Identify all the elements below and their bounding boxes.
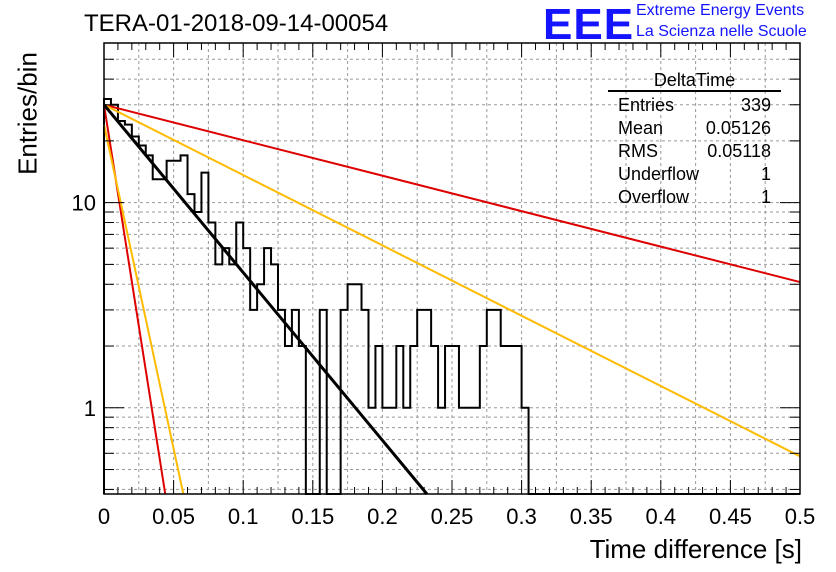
tick-labels: 0 0.05 0.1 0.15 0.2 0.25 0.3 0.35 0.4 0.45 0.5 1 10 xyxy=(72,191,816,529)
x-tick-label: 0.2 xyxy=(367,504,398,529)
yellow-line xyxy=(103,103,801,458)
fit-lines xyxy=(102,103,801,495)
stat-value: 1 xyxy=(760,164,771,184)
stat-label: RMS xyxy=(618,141,658,161)
x-tick-label: 0.1 xyxy=(228,504,259,529)
y-tick-label: 10 xyxy=(72,191,96,216)
logo-line-1: Extreme Energy Events xyxy=(636,2,805,19)
logo-line-2: La Scienza nelle Scuole xyxy=(636,23,807,40)
stat-value: 339 xyxy=(740,95,771,115)
chart-title: TERA-01-2018-09-14-00054 xyxy=(84,10,389,37)
stats-row-mean: Mean 0.05126 xyxy=(612,117,777,140)
stats-title: DeltaTime xyxy=(608,70,781,92)
stats-box: DeltaTime Entries 339 Mean 0.05126 RMS 0… xyxy=(608,70,781,209)
stat-label: Entries xyxy=(618,95,675,115)
x-tick-label: 0.05 xyxy=(152,504,195,529)
stat-label: Underflow xyxy=(618,164,700,184)
x-tick-label: 0.4 xyxy=(646,504,677,529)
black-line xyxy=(102,103,429,495)
stat-label: Mean xyxy=(618,118,664,138)
eee-logo: EEE xyxy=(543,0,635,49)
stat-value: 0.05126 xyxy=(705,118,771,138)
stat-label: Overflow xyxy=(618,187,690,207)
yellow-line xyxy=(103,124,185,495)
stats-row-underflow: Underflow 1 xyxy=(612,163,777,186)
stats-row-overflow: Overflow 1 xyxy=(612,186,777,209)
x-tick-label: 0 xyxy=(98,504,110,529)
y-axis-label: Entries/bin xyxy=(12,52,43,175)
x-tick-label: 0.5 xyxy=(785,504,816,529)
x-tick-label: 0.25 xyxy=(431,504,474,529)
stats-row-rms: RMS 0.05118 xyxy=(612,140,777,163)
red-line xyxy=(103,103,801,284)
stat-value: 0.05118 xyxy=(707,141,771,161)
x-tick-label: 0.45 xyxy=(709,504,752,529)
x-tick-label: 0.3 xyxy=(506,504,537,529)
x-tick-label: 0.15 xyxy=(291,504,334,529)
x-axis-label: Time difference [s] xyxy=(589,534,802,564)
axis-ticks xyxy=(103,43,801,494)
y-tick-label: 1 xyxy=(84,396,96,421)
stat-value: 1 xyxy=(760,187,771,207)
stats-row-entries: Entries 339 xyxy=(612,94,777,117)
x-tick-label: 0.35 xyxy=(570,504,613,529)
